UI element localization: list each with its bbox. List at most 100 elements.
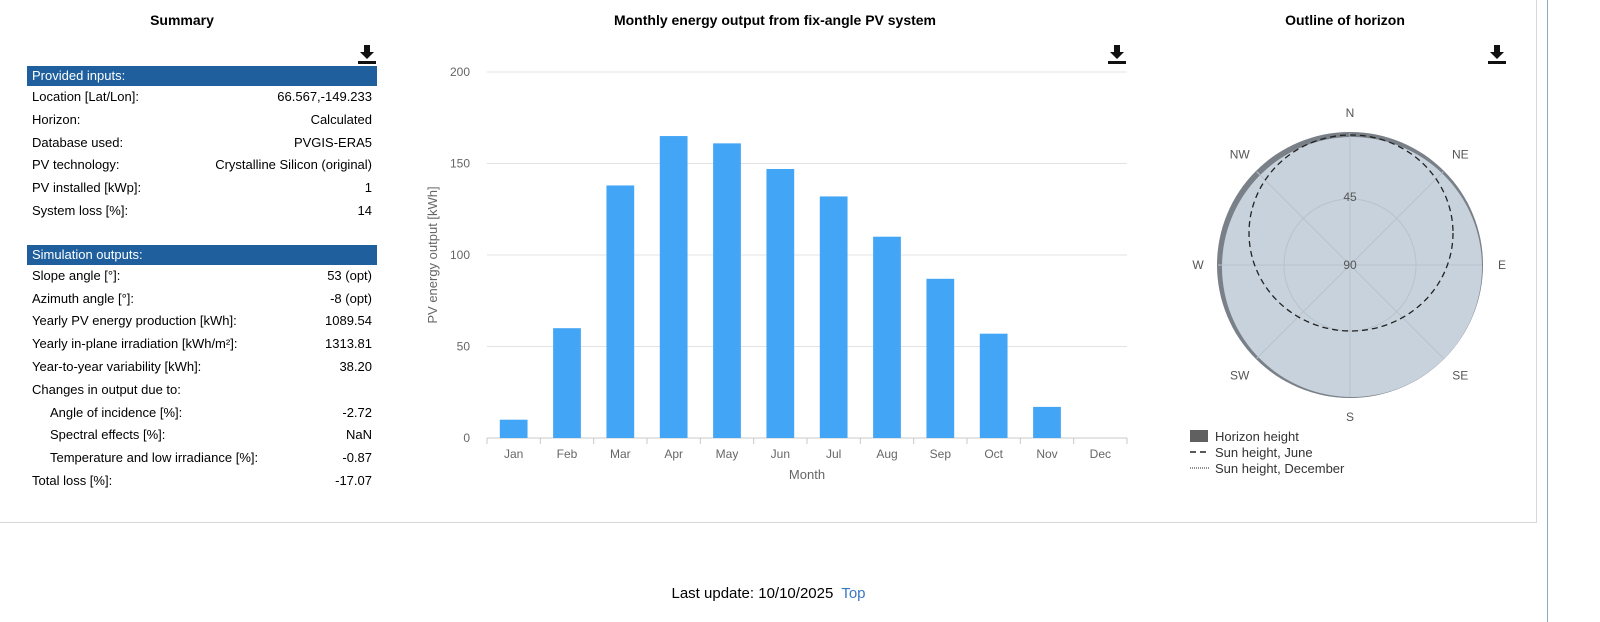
x-tick-label: May — [716, 447, 739, 461]
grid-spoke — [1349, 264, 1444, 359]
row-value: NaN — [345, 427, 372, 443]
monthly-energy-chart: 0 50 100 150 200 Jan Feb Mar Apr May Jun Jul Aug Sep O… — [410, 40, 1140, 495]
inputs-list: Location [Lat/Lon]: 66.567,-149.233 Horizo… — [27, 86, 377, 223]
chart-title: Monthly energy output from fix-angle PV … — [613, 12, 937, 28]
compass-label: SE — [1452, 368, 1468, 382]
summary-row: PV installed [kWp]: 1 — [27, 177, 377, 200]
download-icon[interactable] — [1487, 44, 1507, 64]
row-label: Slope angle [°]: — [32, 267, 121, 283]
summary-row: Year-to-year variability [kWh]: 38.20 — [27, 356, 377, 379]
last-update-text: Last update: 10/10/2025 — [671, 585, 834, 602]
bar — [499, 419, 528, 438]
compass-label: NE — [1452, 148, 1469, 162]
download-icon[interactable] — [357, 44, 377, 64]
summary-row: Location [Lat/Lon]: 66.567,-149.233 — [27, 86, 377, 109]
row-value: PVGIS-ERA5 — [293, 134, 372, 150]
row-label: PV technology: — [32, 157, 120, 173]
bar — [659, 136, 688, 439]
x-tick-label: Nov — [1036, 447, 1057, 461]
x-tick-label: Dec — [1090, 447, 1111, 461]
row-label: Total loss [%]: — [32, 472, 113, 488]
row-value: 1313.81 — [325, 336, 372, 352]
x-tick-label: Oct — [984, 447, 1003, 461]
bar — [1033, 406, 1061, 438]
compass-label: S — [1346, 410, 1354, 424]
bar — [766, 168, 795, 439]
summary-row: Spectral effects [%]: NaN — [27, 424, 377, 447]
legend-item-horizon: Horizon height — [1190, 428, 1344, 444]
horizon-title: Outline of horizon — [1285, 12, 1405, 28]
sun-path-june — [1248, 134, 1454, 332]
grid-spoke — [1256, 264, 1351, 359]
provided-inputs-header: Provided inputs: — [27, 66, 377, 86]
horizon-outline-chart: 45 90 N NE E SE S SW W NW — [1180, 100, 1520, 435]
row-value: Crystalline Silicon (original) — [215, 157, 372, 173]
x-tick-label: Apr — [664, 447, 683, 461]
compass-label: W — [1192, 258, 1204, 272]
outputs-list: Slope angle [°]: 53 (opt) Azimuth angle [°… — [27, 265, 377, 493]
summary-table: Provided inputs: Location [Lat/Lon]: 66.5… — [27, 66, 377, 493]
x-tick-label: Jun — [771, 447, 790, 461]
y-tick-label: 0 — [463, 431, 470, 445]
bar — [606, 185, 635, 438]
x-axis-label: Month — [789, 467, 825, 482]
bar — [873, 236, 901, 438]
row-value: 1089.54 — [325, 313, 372, 329]
y-tick-label: 150 — [450, 157, 470, 171]
row-label: System loss [%]: — [32, 202, 129, 218]
row-label: Yearly in-plane irradiation [kWh/m²]: — [32, 336, 238, 352]
legend-item-june: Sun height, June — [1190, 444, 1313, 460]
summary-row: Azimuth angle [°]: -8 (opt) — [27, 288, 377, 311]
summary-row: PV technology: Crystalline Silicon (origi… — [27, 154, 377, 177]
row-label: Angle of incidence [%]: — [50, 404, 183, 420]
row-value: -0.87 — [342, 450, 372, 466]
compass-label: N — [1346, 106, 1355, 120]
results-panel — [0, 0, 1537, 523]
grid-spoke — [1256, 171, 1351, 266]
bar — [819, 196, 848, 438]
row-value: 38.20 — [339, 358, 372, 374]
row-value: 14 — [357, 202, 372, 218]
bar — [553, 328, 581, 438]
summary-row: Slope angle [°]: 53 (opt) — [27, 265, 377, 288]
download-icon[interactable] — [1107, 44, 1127, 64]
ring-label: 45 — [1343, 190, 1357, 204]
summary-row: Angle of incidence [%]: -2.72 — [27, 402, 377, 425]
y-tick-label: 200 — [450, 65, 470, 79]
row-value: -17.07 — [335, 472, 372, 488]
x-tick-label: Feb — [557, 447, 578, 461]
compass-label: NW — [1230, 148, 1251, 162]
row-label: Horizon: — [32, 111, 81, 127]
row-value: 1 — [364, 180, 372, 196]
x-tick-label: Sep — [930, 447, 952, 461]
bar — [926, 278, 955, 438]
row-label: Yearly PV energy production [kWh]: — [32, 313, 237, 329]
summary-row: System loss [%]: 14 — [27, 200, 377, 223]
bar-chart-svg: 0 50 100 150 200 Jan Feb Mar Apr May Jun Jul Aug Sep O… — [425, 65, 1128, 482]
row-value: -8 (opt) — [330, 290, 372, 306]
page-border — [1547, 0, 1548, 622]
summary-row: Changes in output due to: — [27, 379, 377, 402]
row-label: Database used: — [32, 134, 124, 150]
summary-row: Temperature and low irradiance [%]: -0.87 — [27, 447, 377, 470]
grid-spoke — [1349, 171, 1444, 266]
legend-item-december: Sun height, December — [1190, 460, 1345, 476]
compass-label: SW — [1230, 368, 1250, 382]
x-tick-label: Jan — [504, 447, 523, 461]
top-link[interactable]: Top — [841, 585, 866, 602]
row-label: Changes in output due to: — [32, 381, 181, 397]
row-value: 53 (opt) — [327, 267, 372, 283]
footer: Last update: 10/10/2025 Top — [0, 585, 1537, 602]
ring-label: 90 — [1343, 258, 1357, 272]
bar — [713, 143, 741, 438]
bar — [979, 333, 1008, 438]
summary-row: Horizon: Calculated — [27, 109, 377, 132]
x-tick-label: Mar — [610, 447, 631, 461]
y-tick-label: 50 — [457, 340, 471, 354]
summary-row: Database used: PVGIS-ERA5 — [27, 132, 377, 155]
summary-title: Summary — [150, 12, 214, 28]
x-tick-label: Jul — [826, 447, 841, 461]
y-axis-label: PV energy output [kWh] — [425, 186, 440, 323]
row-label: Azimuth angle [°]: — [32, 290, 135, 306]
polar-chart-svg: 45 90 N NE E SE S SW W NW — [1192, 106, 1506, 424]
